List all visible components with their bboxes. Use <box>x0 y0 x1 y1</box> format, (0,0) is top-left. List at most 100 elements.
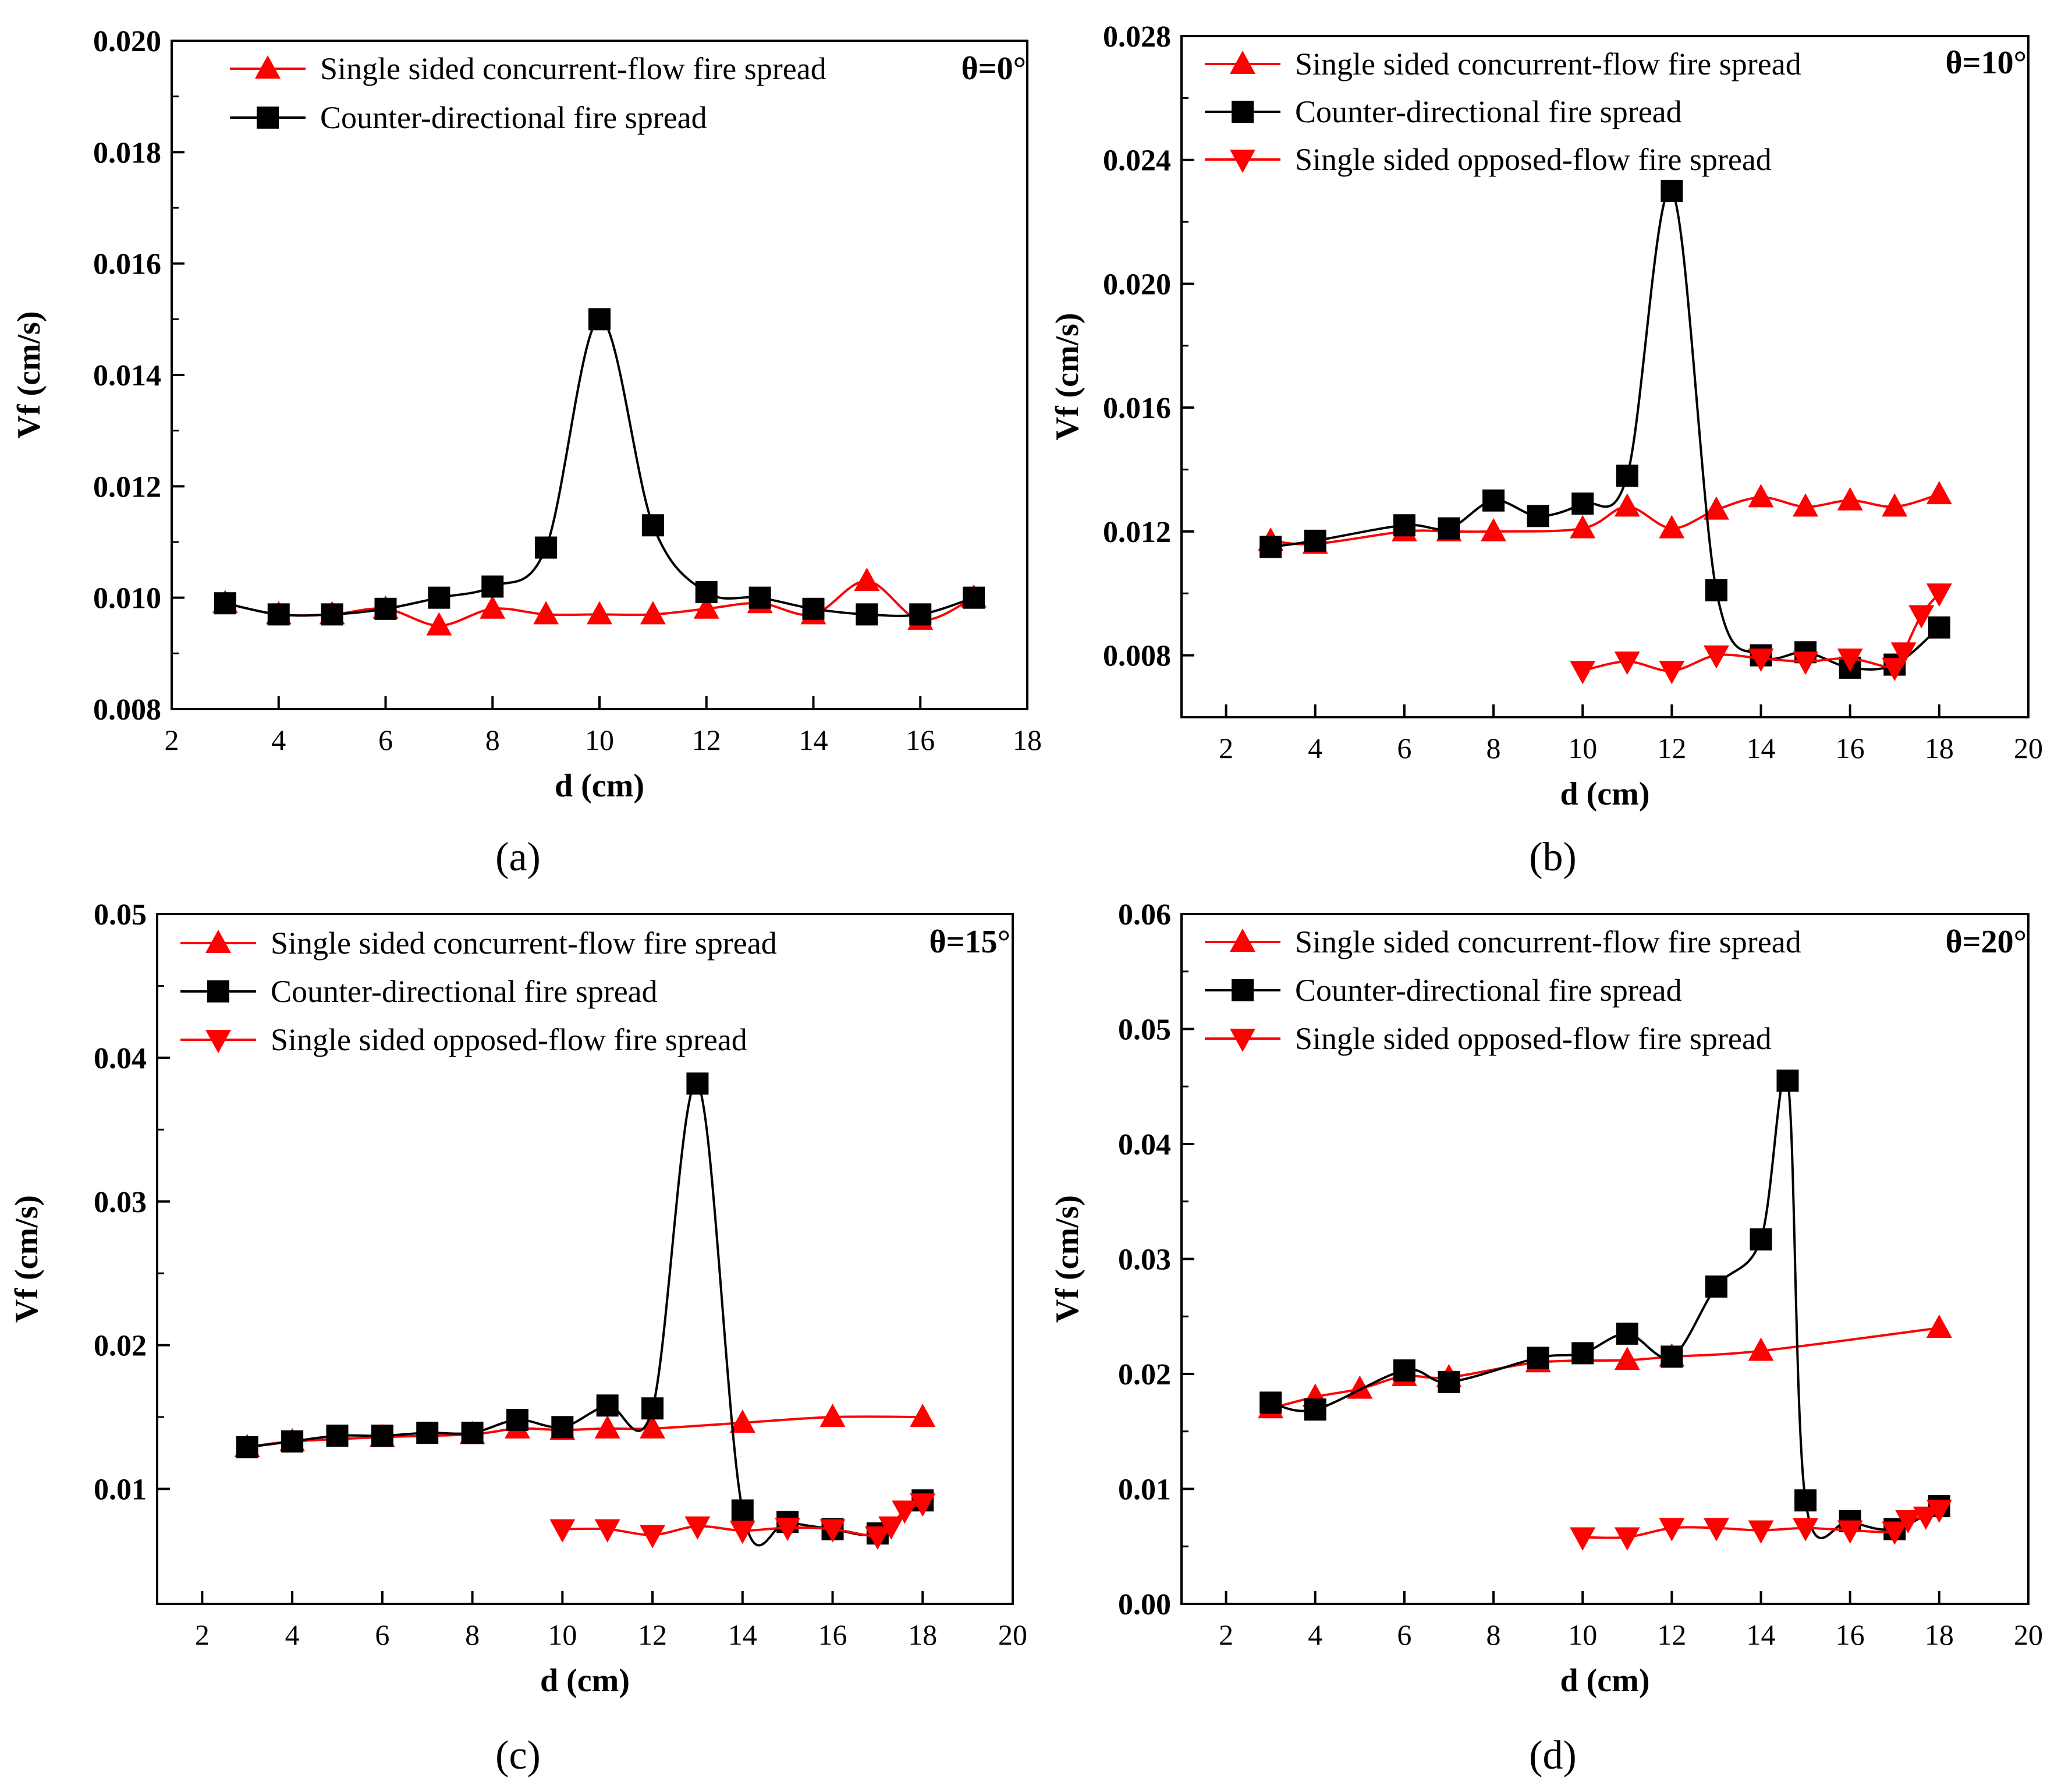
y-tick-label: 0.03 <box>94 1186 147 1219</box>
y-tick-label: 0.01 <box>94 1473 147 1507</box>
legend-label: Single sided opposed-flow fire spread <box>1295 142 1772 177</box>
y-tick-label: 0.06 <box>1118 898 1171 931</box>
legend-label: Single sided concurrent-flow fire spread <box>1295 924 1801 959</box>
legend-marker <box>207 980 229 1002</box>
data-point <box>588 308 611 331</box>
x-tick-label: 12 <box>692 724 721 756</box>
y-tick-label: 0.04 <box>1118 1128 1171 1161</box>
data-point <box>371 1425 393 1447</box>
data-point <box>480 595 506 619</box>
x-tick-label: 4 <box>1308 1618 1322 1651</box>
x-tick-label: 18 <box>1925 1618 1954 1651</box>
y-tick-label: 0.012 <box>93 470 161 504</box>
data-point <box>640 1525 666 1549</box>
data-point <box>281 1430 304 1453</box>
data-point <box>695 581 718 604</box>
angle-annotation: θ=15° <box>929 924 1010 960</box>
data-point <box>1438 1370 1460 1393</box>
x-tick-label: 8 <box>1486 1618 1501 1651</box>
angle-annotation: θ=10° <box>1945 45 2027 81</box>
x-tick-label: 2 <box>195 1618 210 1651</box>
data-point <box>1614 651 1640 675</box>
data-point <box>1750 1228 1772 1250</box>
x-tick-label: 10 <box>1568 1618 1597 1651</box>
x-tick-label: 12 <box>1657 1618 1686 1651</box>
series-line <box>225 318 974 617</box>
legend-label: Single sided concurrent-flow fire spread <box>271 926 777 961</box>
data-point <box>594 1519 620 1543</box>
series-2 <box>549 1493 936 1550</box>
legend-marker <box>1232 101 1254 123</box>
data-point <box>1527 1347 1549 1369</box>
x-tick-label: 16 <box>1836 1618 1865 1651</box>
data-point <box>1748 484 1774 508</box>
data-point <box>1837 648 1863 672</box>
data-point <box>854 567 880 591</box>
data-point <box>686 1072 709 1095</box>
plot-frame <box>1180 35 2030 718</box>
data-point <box>1895 1510 1921 1533</box>
data-point <box>1438 517 1460 540</box>
y-axis-title: Vf (cm/s) <box>1049 1195 1085 1323</box>
data-point <box>1481 518 1507 541</box>
panel-label: (a) <box>495 835 541 880</box>
x-tick-label: 10 <box>548 1618 577 1651</box>
x-tick-label: 6 <box>378 724 393 756</box>
data-point <box>1304 529 1326 552</box>
data-point <box>1837 1520 1863 1544</box>
data-point <box>775 1518 801 1542</box>
data-point <box>1703 496 1729 520</box>
x-tick-label: 4 <box>271 724 286 756</box>
data-point <box>1393 514 1415 537</box>
y-tick-label: 0.028 <box>1103 20 1171 54</box>
data-point <box>1748 648 1774 672</box>
data-point <box>1616 1322 1638 1345</box>
data-point <box>878 1516 904 1540</box>
data-point <box>1614 493 1640 517</box>
data-point <box>729 1521 755 1544</box>
y-tick-label: 0.03 <box>1118 1244 1171 1277</box>
y-tick-label: 0.01 <box>1118 1473 1171 1507</box>
x-tick-label: 18 <box>908 1618 937 1651</box>
data-point <box>596 1394 619 1417</box>
x-tick-label: 20 <box>2014 1618 2043 1651</box>
x-tick-label: 4 <box>285 1618 300 1651</box>
data-point <box>1614 1527 1640 1551</box>
x-tick-label: 20 <box>2014 732 2043 764</box>
y-tick-label: 0.02 <box>94 1330 147 1363</box>
x-axis-title: d (cm) <box>1560 776 1650 812</box>
y-tick-label: 0.016 <box>93 248 161 281</box>
x-tick-label: 14 <box>1747 1618 1776 1651</box>
data-point <box>426 612 452 636</box>
data-point <box>1926 583 1952 607</box>
series-1 <box>1259 1069 1950 1540</box>
data-point <box>1926 1315 1952 1338</box>
y-axis-title: Vf (cm/s) <box>11 311 47 438</box>
data-point <box>963 586 985 609</box>
y-tick-label: 0.05 <box>1118 1014 1171 1047</box>
y-tick-label: 0.012 <box>1103 516 1171 549</box>
data-point <box>910 1493 936 1517</box>
data-point <box>1794 1489 1817 1512</box>
data-point <box>1659 661 1685 685</box>
panel-label: (c) <box>495 1733 541 1778</box>
y-tick-label: 0.010 <box>93 582 161 615</box>
legend-marker <box>1232 979 1254 1001</box>
data-point <box>731 1499 754 1522</box>
data-point <box>1570 661 1596 685</box>
data-point <box>481 575 504 598</box>
series-line <box>247 1415 923 1448</box>
data-point <box>819 1519 846 1543</box>
x-tick-label: 16 <box>818 1618 847 1651</box>
y-tick-label: 0.02 <box>1118 1358 1171 1391</box>
data-point <box>1748 1520 1774 1544</box>
data-point <box>1926 481 1952 505</box>
legend-label: Single sided concurrent-flow fire spread <box>320 51 826 86</box>
data-point <box>1661 1345 1683 1368</box>
data-point <box>748 586 771 609</box>
x-tick-label: 4 <box>1308 732 1322 764</box>
data-point <box>729 1409 755 1433</box>
y-tick-label: 0.04 <box>94 1042 147 1075</box>
data-point <box>1259 536 1282 558</box>
series-0 <box>1258 1315 1952 1419</box>
